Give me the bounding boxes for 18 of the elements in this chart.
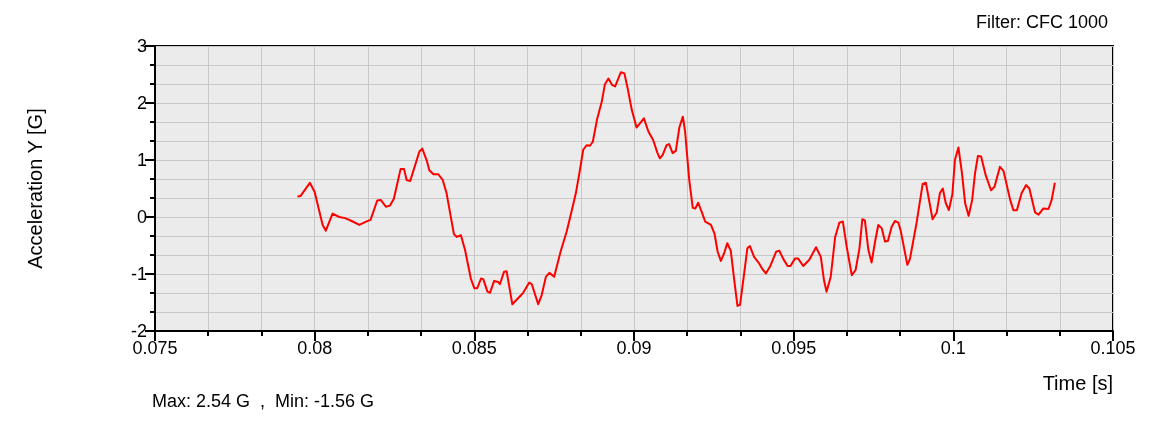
x-tick-label: 0.09 [616, 338, 652, 358]
x-tick-label: 0.105 [1090, 338, 1136, 358]
x-axis-title: Time [s] [1042, 372, 1113, 394]
text: Max: 2.54 G , Min: -1.56 G [152, 391, 375, 411]
y-tick-label: 3 [136, 36, 147, 56]
chart-title: Filter: CFC 1000 [975, 12, 1109, 32]
y-tick-label: 0 [136, 207, 147, 227]
x-tick-label: 0.075 [132, 338, 178, 358]
y-tick-label: 2 [136, 93, 147, 113]
x-tick-label: 0.1 [940, 338, 966, 358]
y-tick-label: -1 [130, 264, 147, 284]
line-series [296, 71, 1056, 307]
y-tick-label: -2 [130, 321, 147, 341]
x-tick-label: 0.095 [771, 338, 817, 358]
y-tick-label: 1 [136, 150, 147, 170]
x-tick-label: 0.085 [451, 338, 497, 358]
x-tick-label: 0.08 [297, 338, 333, 358]
y-axis-title: Acceleration Y [G] [24, 108, 46, 269]
